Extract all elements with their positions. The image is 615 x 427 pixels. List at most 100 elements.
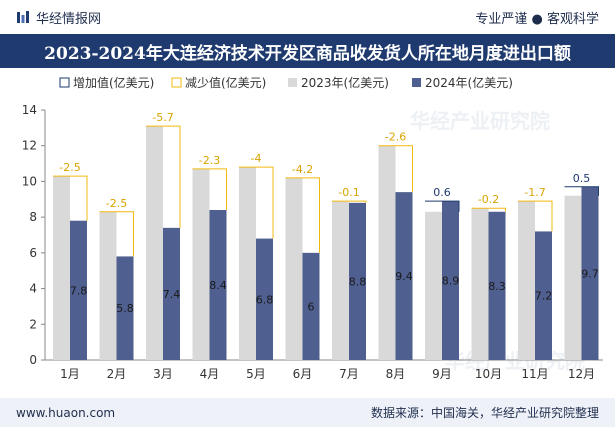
brand[interactable]: 华经情报网	[16, 8, 101, 27]
bar-2023	[471, 208, 489, 360]
y-tick-label: 8	[29, 210, 37, 224]
legend-label: 2023年(亿美元)	[301, 75, 389, 90]
x-tick-label: 12月	[568, 367, 595, 381]
change-label: -5.7	[152, 111, 173, 124]
y-tick-label: 4	[29, 282, 37, 296]
slogan: 专业严谨 ● 客观科学	[475, 11, 599, 27]
decrease-bracket	[332, 200, 367, 203]
y-tick-label: 6	[29, 246, 37, 260]
x-tick-label: 3月	[153, 367, 173, 381]
value-label-2024: 8.9	[442, 275, 460, 288]
brand-name: 华经情报网	[36, 11, 102, 27]
bar-2024	[442, 201, 459, 360]
y-tick-label: 10	[22, 174, 37, 188]
bar-2023	[332, 201, 349, 360]
decrease-bracket	[285, 177, 320, 253]
legend-label: 减少值(亿美元)	[185, 75, 266, 90]
y-tick-label: 12	[22, 139, 37, 153]
x-tick-label: 2月	[107, 367, 127, 381]
website-link[interactable]: www.huaon.com	[16, 405, 116, 420]
value-label-2024: 8.4	[209, 279, 227, 292]
increase-bracket	[425, 200, 460, 212]
decrease-bracket	[518, 200, 553, 232]
legend-swatch	[59, 77, 70, 88]
decrease-bracket	[99, 211, 134, 257]
change-label: -2.3	[199, 154, 220, 167]
value-label-2024: 8.8	[349, 275, 367, 288]
x-tick-label: 5月	[246, 367, 266, 381]
bar-2024	[302, 252, 320, 360]
bar-2024	[209, 210, 227, 360]
value-label-2024: 8.3	[488, 280, 506, 293]
change-label: -2.6	[385, 131, 406, 144]
value-label-2024: 6.8	[256, 293, 274, 306]
decrease-bracket	[146, 125, 181, 228]
bar-2023	[425, 211, 442, 360]
change-label: -4	[251, 152, 262, 165]
value-label-2024: 5.8	[116, 302, 134, 315]
change-label: -2.5	[59, 161, 80, 174]
top-bar: 华经情报网 专业严谨 ● 客观科学	[0, 0, 615, 34]
decrease-bracket	[471, 207, 506, 212]
bar-2023	[146, 126, 163, 360]
bar-2023	[285, 177, 303, 360]
bar-2023	[239, 167, 256, 360]
decrease-bracket	[192, 168, 227, 210]
chart-title: 2023-2024年大连经济技术开发区商品收发货人所在地月度进出口额	[0, 34, 615, 68]
x-tick-label: 10月	[475, 367, 502, 381]
logo-icon	[17, 11, 29, 23]
bar-2024	[163, 227, 180, 360]
data-source: 数据来源：中国海关，华经产业研究院整理	[370, 406, 599, 420]
value-label-2024: 7.8	[70, 284, 88, 297]
watermark: 华经产业研究院	[410, 109, 550, 133]
bar-2023	[378, 145, 396, 360]
bar-2024	[535, 231, 552, 360]
footer: www.huaon.com 数据来源：中国海关，华经产业研究院整理	[0, 398, 615, 427]
legend-swatch	[288, 78, 297, 87]
y-tick-label: 0	[29, 353, 37, 367]
value-label-2024: 9.7	[581, 267, 599, 280]
decrease-bracket	[53, 175, 88, 221]
bar-2024	[488, 211, 506, 360]
x-tick-label: 6月	[293, 367, 313, 381]
decrease-bracket	[239, 166, 274, 239]
value-label-2024: 7.4	[163, 288, 181, 301]
watermark: 华经产业研究院	[445, 349, 585, 373]
change-label: -1.7	[524, 186, 545, 199]
bar-2024	[349, 202, 366, 360]
legend-label: 增加值(亿美元)	[73, 75, 154, 90]
change-label: -0.2	[478, 193, 499, 206]
value-label-2024: 9.4	[395, 270, 413, 283]
y-tick-label: 14	[22, 103, 37, 117]
bar-2023	[53, 176, 70, 360]
value-label-2024: 7.2	[535, 290, 553, 303]
value-label-2024: 6	[308, 300, 315, 313]
x-tick-label: 11月	[521, 367, 548, 381]
legend-swatch	[412, 78, 421, 87]
change-label: 0.6	[433, 186, 451, 199]
decrease-bracket	[378, 145, 413, 193]
bar-2024	[581, 186, 599, 360]
bar-2023	[564, 195, 582, 360]
change-label: -0.1	[338, 186, 359, 199]
bar-2023	[99, 211, 117, 360]
x-tick-label: 1月	[60, 367, 80, 381]
x-tick-label: 8月	[386, 367, 406, 381]
change-label: 0.5	[573, 172, 591, 185]
y-tick-label: 2	[29, 317, 37, 331]
bar-2024	[70, 220, 87, 360]
bar-2023	[518, 201, 535, 360]
x-tick-label: 4月	[200, 367, 220, 381]
bar-2024	[395, 192, 413, 360]
bar-2024	[116, 256, 134, 360]
bar-2023	[192, 168, 210, 360]
legend-label: 2024年(亿美元)	[425, 75, 513, 90]
x-tick-label: 9月	[432, 367, 452, 381]
change-label: -2.5	[106, 197, 127, 210]
change-label: -4.2	[292, 163, 313, 176]
x-tick-label: 7月	[339, 367, 359, 381]
increase-bracket	[564, 186, 599, 196]
legend-swatch	[171, 77, 182, 88]
